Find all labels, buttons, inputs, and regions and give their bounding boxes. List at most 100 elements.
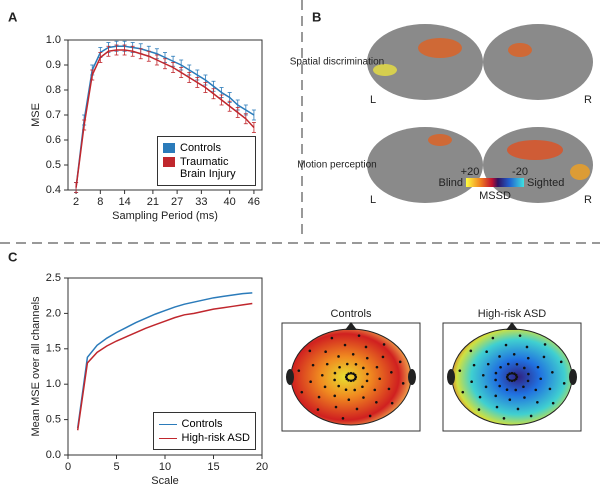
error-bar [163, 58, 167, 70]
electrode [373, 388, 377, 392]
electrode [494, 371, 498, 375]
error-bar [154, 54, 159, 66]
electrode [536, 365, 540, 369]
colorbar-label: -20 [512, 166, 528, 178]
electrode [485, 350, 488, 353]
error-bar [227, 100, 232, 112]
colorbar-label: +20 [461, 166, 480, 178]
x-tick-label: 40 [224, 196, 236, 208]
electrode [548, 387, 552, 391]
y-tick-label: 1.5 [46, 343, 61, 355]
error-bar [146, 50, 151, 62]
electrode [516, 407, 520, 411]
error-bar [179, 67, 184, 78]
electrode [486, 362, 490, 366]
legend-entry: High-risk ASD [158, 432, 250, 444]
electrode [355, 407, 359, 411]
electrode [320, 373, 324, 377]
electrode [333, 371, 337, 375]
electrode [347, 398, 351, 402]
error-bar [98, 52, 103, 63]
electrode [502, 417, 506, 420]
electrode [330, 336, 334, 340]
error-bar [138, 48, 143, 60]
x-tick-label: 46 [248, 196, 260, 208]
electrode [506, 362, 510, 366]
electrode [513, 372, 516, 376]
colorbar-title: MSSD [479, 190, 511, 202]
electrode [353, 377, 357, 381]
electrode [494, 378, 497, 382]
electrode [506, 373, 510, 377]
electrode [364, 345, 368, 349]
error-bar [122, 44, 127, 56]
electrode [498, 384, 501, 388]
electrode [349, 371, 353, 375]
legend-entry: Traumatic Brain Injury [163, 156, 250, 180]
error-bar [203, 82, 208, 93]
electrode [522, 385, 525, 389]
electrode [381, 355, 385, 359]
electrode [345, 373, 349, 377]
x-tick-label: 20 [256, 461, 268, 473]
electrode [352, 372, 355, 376]
x-tick-label: 8 [97, 196, 103, 208]
error-bar [187, 72, 192, 83]
electrode [333, 394, 337, 398]
electrode [562, 382, 566, 385]
electrode [514, 388, 518, 392]
panel-label: A [8, 9, 18, 24]
hemisphere-label: R [584, 94, 592, 106]
x-tick-label: 14 [118, 196, 130, 208]
electrode [529, 414, 533, 418]
electrode [354, 362, 358, 366]
electrode [323, 385, 327, 389]
legend-label: High-risk ASD [181, 432, 250, 444]
electrode [469, 349, 473, 353]
electrode [401, 382, 405, 385]
y-tick-label: 0.8 [46, 84, 61, 96]
error-bar [251, 109, 256, 121]
electrode [341, 417, 345, 420]
legend-key [158, 438, 177, 439]
x-tick-label: 33 [195, 196, 207, 208]
electrode [347, 372, 350, 376]
electrode [512, 352, 516, 356]
electrode [398, 360, 402, 364]
electrode [461, 390, 465, 394]
electrode [518, 334, 522, 337]
electrode [308, 349, 312, 353]
electrode [317, 395, 321, 399]
legend-label: Controls [180, 142, 221, 154]
electrode [338, 365, 341, 369]
error-bar [106, 45, 111, 57]
topomap-title: High-risk ASD [478, 308, 547, 320]
y-axis-label: Mean MSE over all channels [30, 296, 42, 437]
topomap-title: Controls [331, 308, 372, 320]
electrode [337, 384, 340, 388]
electrode [349, 379, 353, 383]
electrode [472, 363, 476, 367]
electrode [542, 355, 546, 359]
electrode [351, 352, 355, 356]
legend: Controls Traumatic Brain Injury [157, 136, 256, 186]
electrode [362, 396, 365, 399]
legend-key [158, 424, 177, 425]
y-tick-label: 2.0 [46, 307, 61, 319]
electrode [382, 343, 386, 346]
error-bar [243, 113, 248, 125]
topomaps [281, 322, 582, 432]
electrode [316, 408, 320, 411]
colorbar-label: Blind [439, 177, 463, 189]
error-bar [195, 77, 200, 88]
x-tick-label: 5 [113, 461, 119, 473]
error-bar [219, 94, 224, 106]
electrode [337, 355, 340, 358]
x-tick-label: 2 [73, 196, 79, 208]
electrode [525, 345, 529, 349]
electrode [352, 378, 355, 382]
electrode [514, 377, 518, 381]
error-bar [251, 122, 256, 133]
electrode [458, 369, 462, 372]
